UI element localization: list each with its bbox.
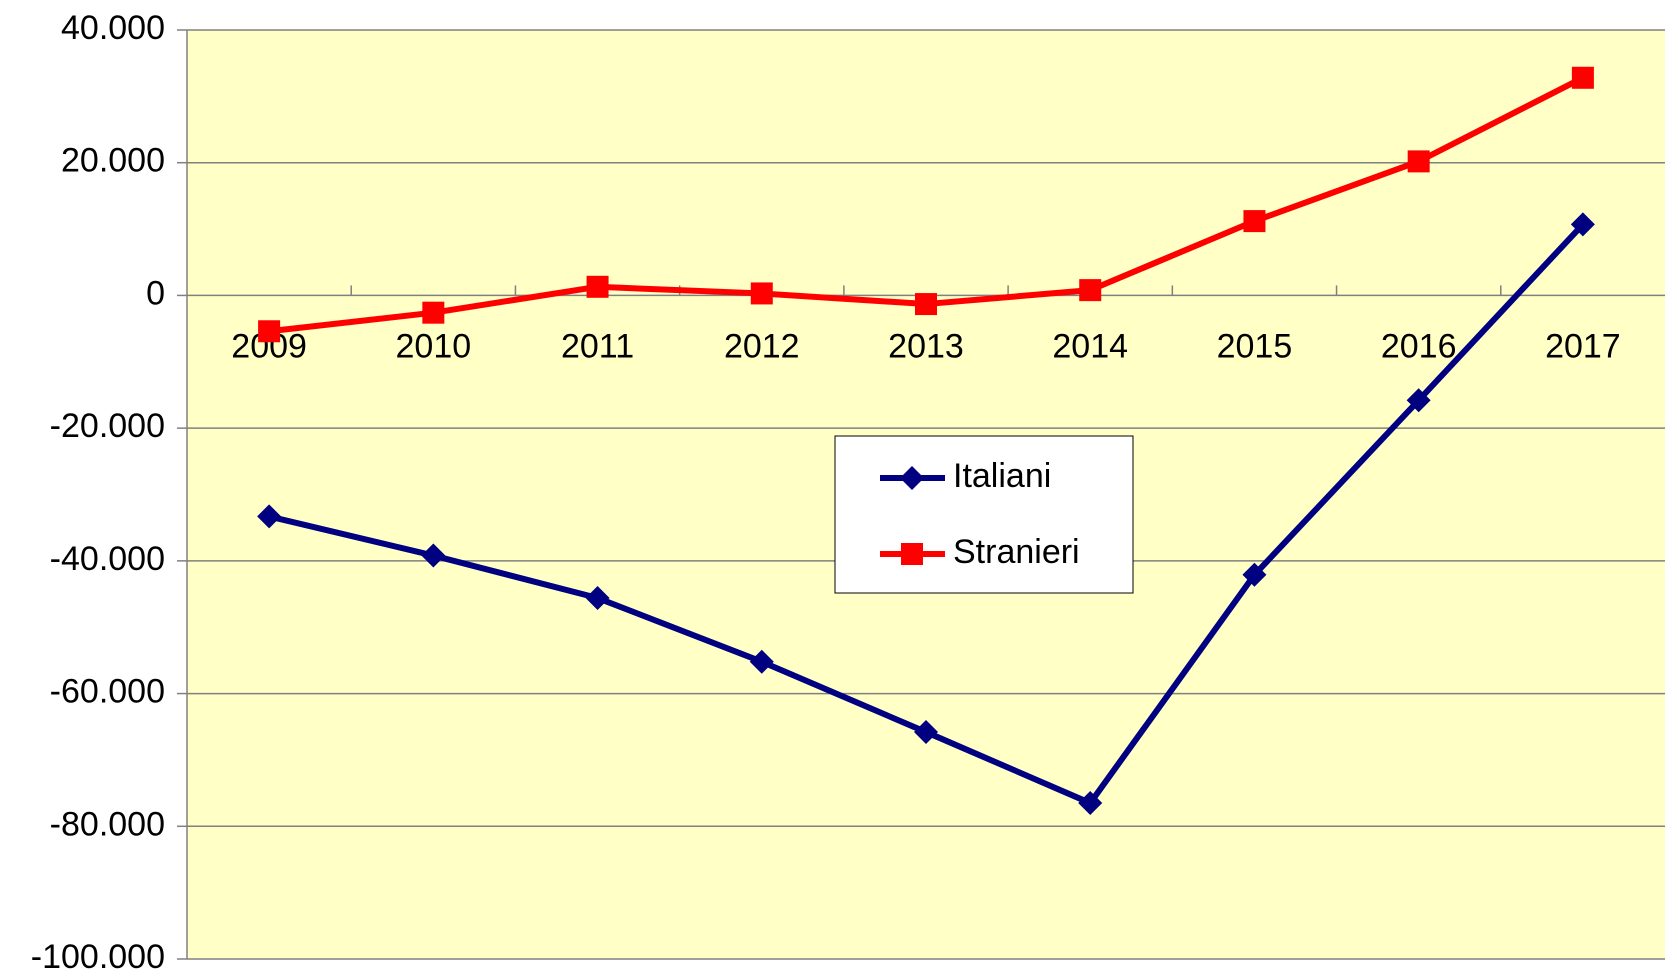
y-tick-label: 20.000 — [61, 142, 165, 180]
marker — [1242, 562, 1267, 587]
marker — [915, 293, 937, 316]
marker — [914, 720, 938, 745]
y-tick-label: -80.000 — [50, 805, 165, 843]
marker — [1078, 791, 1103, 816]
x-tick-label: 2011 — [561, 327, 634, 365]
marker — [1079, 279, 1102, 302]
y-tick-label: -100.000 — [31, 938, 165, 976]
x-tick-label: 2017 — [1545, 327, 1621, 365]
marker — [900, 466, 924, 490]
legend-label: Italiani — [953, 457, 1051, 495]
legend-box — [834, 435, 1134, 594]
marker — [586, 275, 609, 298]
x-tick-label: 2010 — [396, 327, 472, 365]
marker — [1243, 210, 1266, 233]
y-tick-label: -40.000 — [50, 540, 165, 578]
marker — [1571, 66, 1594, 89]
legend-label: Stranieri — [953, 533, 1080, 571]
marker — [749, 649, 774, 674]
marker — [585, 586, 610, 611]
y-tick-label: -60.000 — [50, 673, 165, 711]
marker — [1407, 150, 1430, 173]
marker — [421, 543, 446, 568]
x-tick-label: 2015 — [1217, 327, 1293, 365]
marker — [257, 504, 282, 529]
marker — [1570, 212, 1595, 237]
marker — [901, 543, 923, 565]
y-tick-label: -20.000 — [50, 407, 165, 445]
marker — [422, 301, 445, 324]
marker — [1406, 388, 1431, 413]
marker — [258, 320, 281, 343]
y-tick-label: 0 — [146, 274, 165, 312]
x-tick-label: 2014 — [1052, 327, 1128, 365]
marker — [750, 282, 773, 305]
x-tick-label: 2012 — [724, 327, 800, 365]
x-tick-label: 2016 — [1381, 327, 1457, 365]
x-tick-label: 2013 — [888, 327, 964, 365]
y-tick-label: 40.000 — [61, 9, 165, 47]
